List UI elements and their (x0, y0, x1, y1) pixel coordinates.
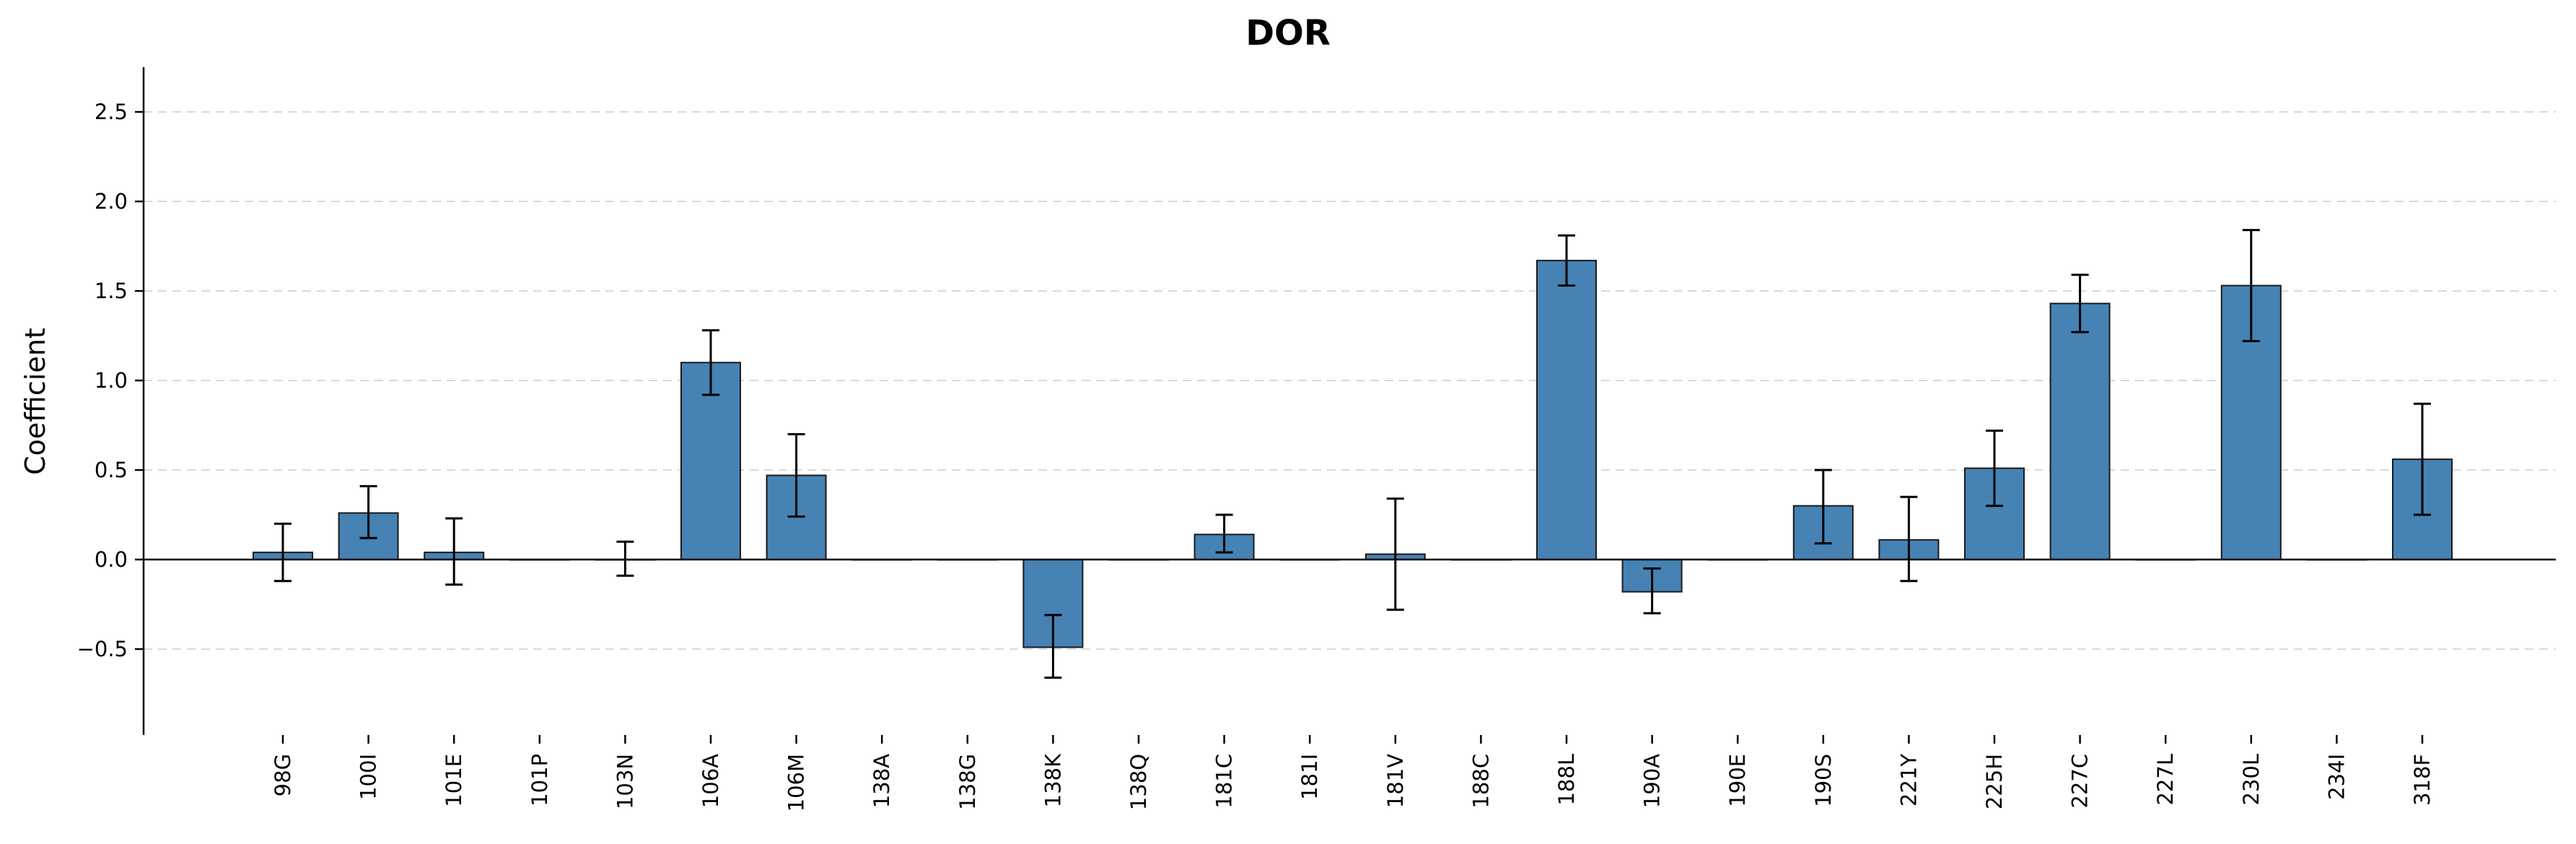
x-tick-label-230L: 230L (2239, 754, 2264, 806)
gridlines (144, 111, 2556, 650)
y-tick-label: 0.5 (95, 458, 128, 482)
x-tick-label-181I: 181I (1297, 754, 1322, 800)
bars (253, 259, 2453, 648)
x-tick-label-188C: 188C (1468, 754, 1493, 809)
x-tick-label-221Y: 221Y (1896, 754, 1921, 806)
x-tick-label-101E: 101E (442, 754, 466, 807)
y-tick-label: −0.5 (77, 637, 128, 661)
x-tick-label-103N: 103N (613, 754, 637, 809)
x-tick-label-234I: 234I (2324, 754, 2349, 800)
bar-188L (1536, 259, 1597, 560)
chart-title: DOR (1245, 13, 1331, 53)
x-tick-label-138Q: 138Q (1126, 754, 1151, 810)
error-bars (274, 229, 2431, 679)
x-tick-label-138A: 138A (869, 754, 894, 808)
y-tick-label: 0.0 (95, 547, 128, 572)
x-tick-label-188L: 188L (1554, 754, 1579, 806)
x-tick-label-190E: 190E (1725, 754, 1750, 807)
x-tick-label-101P: 101P (527, 754, 552, 806)
x-tick-label-138G: 138G (955, 754, 980, 810)
x-tick-label-318F: 318F (2410, 754, 2435, 806)
y-axis-label: Coefficient (19, 328, 51, 475)
x-tick-label-190A: 190A (1640, 754, 1665, 808)
x-tick-label-225H: 225H (1982, 754, 2007, 809)
x-tick-label-227L: 227L (2153, 754, 2178, 806)
bar-138K (1022, 559, 1084, 648)
x-tick-label-106A: 106A (698, 754, 723, 808)
y-tick-label: 2.0 (95, 189, 128, 214)
x-tick-label-106M: 106M (784, 754, 809, 812)
x-tick-label-98G: 98G (271, 754, 295, 796)
x-tick-label-227C: 227C (2068, 754, 2093, 809)
y-tick-label: 1.0 (95, 368, 128, 393)
x-tick-label-181V: 181V (1383, 754, 1408, 808)
x-tick-label-100I: 100I (356, 754, 381, 800)
bar-227C (2049, 303, 2111, 560)
x-tick-label-190S: 190S (1811, 754, 1836, 807)
y-tick-label: 1.5 (95, 279, 128, 303)
y-tick-label: 2.5 (95, 100, 128, 124)
x-tick-label-138K: 138K (1041, 753, 1065, 807)
axes: −0.5 0.0 0.5 1.0 1.5 2.0 2.5 98G 100I 101E 101P 103… (77, 67, 2556, 812)
x-tick-label-181C: 181C (1212, 754, 1237, 809)
